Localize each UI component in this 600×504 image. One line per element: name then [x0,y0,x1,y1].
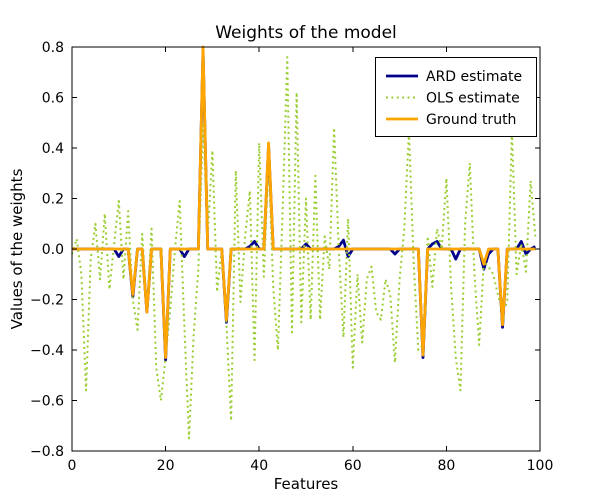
legend-item-ols: OLS estimate [386,91,520,107]
y-tick-label: −0.2 [30,293,64,309]
legend-label-ard: ARD estimate [426,69,522,85]
x-tick-label: 20 [157,458,175,474]
legend-label-ols: OLS estimate [426,91,520,107]
legend: ARD estimate OLS estimate Ground truth [375,57,537,137]
ticks-layer [71,46,541,452]
y-tick-label: 0.4 [42,141,64,157]
x-tick-label: 40 [250,458,268,474]
x-tick-label: 0 [68,458,77,474]
x-axis-label: Features [274,475,339,493]
ground-line [72,45,536,359]
y-tick-label: 0.2 [42,192,64,208]
y-tick-label: 0.6 [42,91,64,107]
legend-label-ground-truth: Ground truth [426,112,516,128]
tick-labels-layer: 0 20 40 60 80 100 0.8 0.6 0.4 0.2 0.0 −0.2 −0.4 −0.6 −… [30,40,553,474]
chart-title: Weights of the model [215,23,397,43]
y-tick-label: −0.6 [30,394,64,410]
x-tick-label: 100 [527,458,554,474]
y-tick-label: 0.8 [42,40,64,56]
y-axis-label: Values of the weights [8,168,26,329]
y-tick-label: −0.8 [30,444,64,460]
legend-item-ard: ARD estimate [386,69,522,85]
y-tick-label: −0.4 [30,343,64,359]
y-tick-label: 0.0 [42,242,64,258]
legend-item-ground-truth: Ground truth [386,112,516,128]
x-tick-label: 80 [437,458,455,474]
series-layer [71,45,537,440]
ols-line [71,56,537,440]
x-tick-label: 60 [344,458,362,474]
